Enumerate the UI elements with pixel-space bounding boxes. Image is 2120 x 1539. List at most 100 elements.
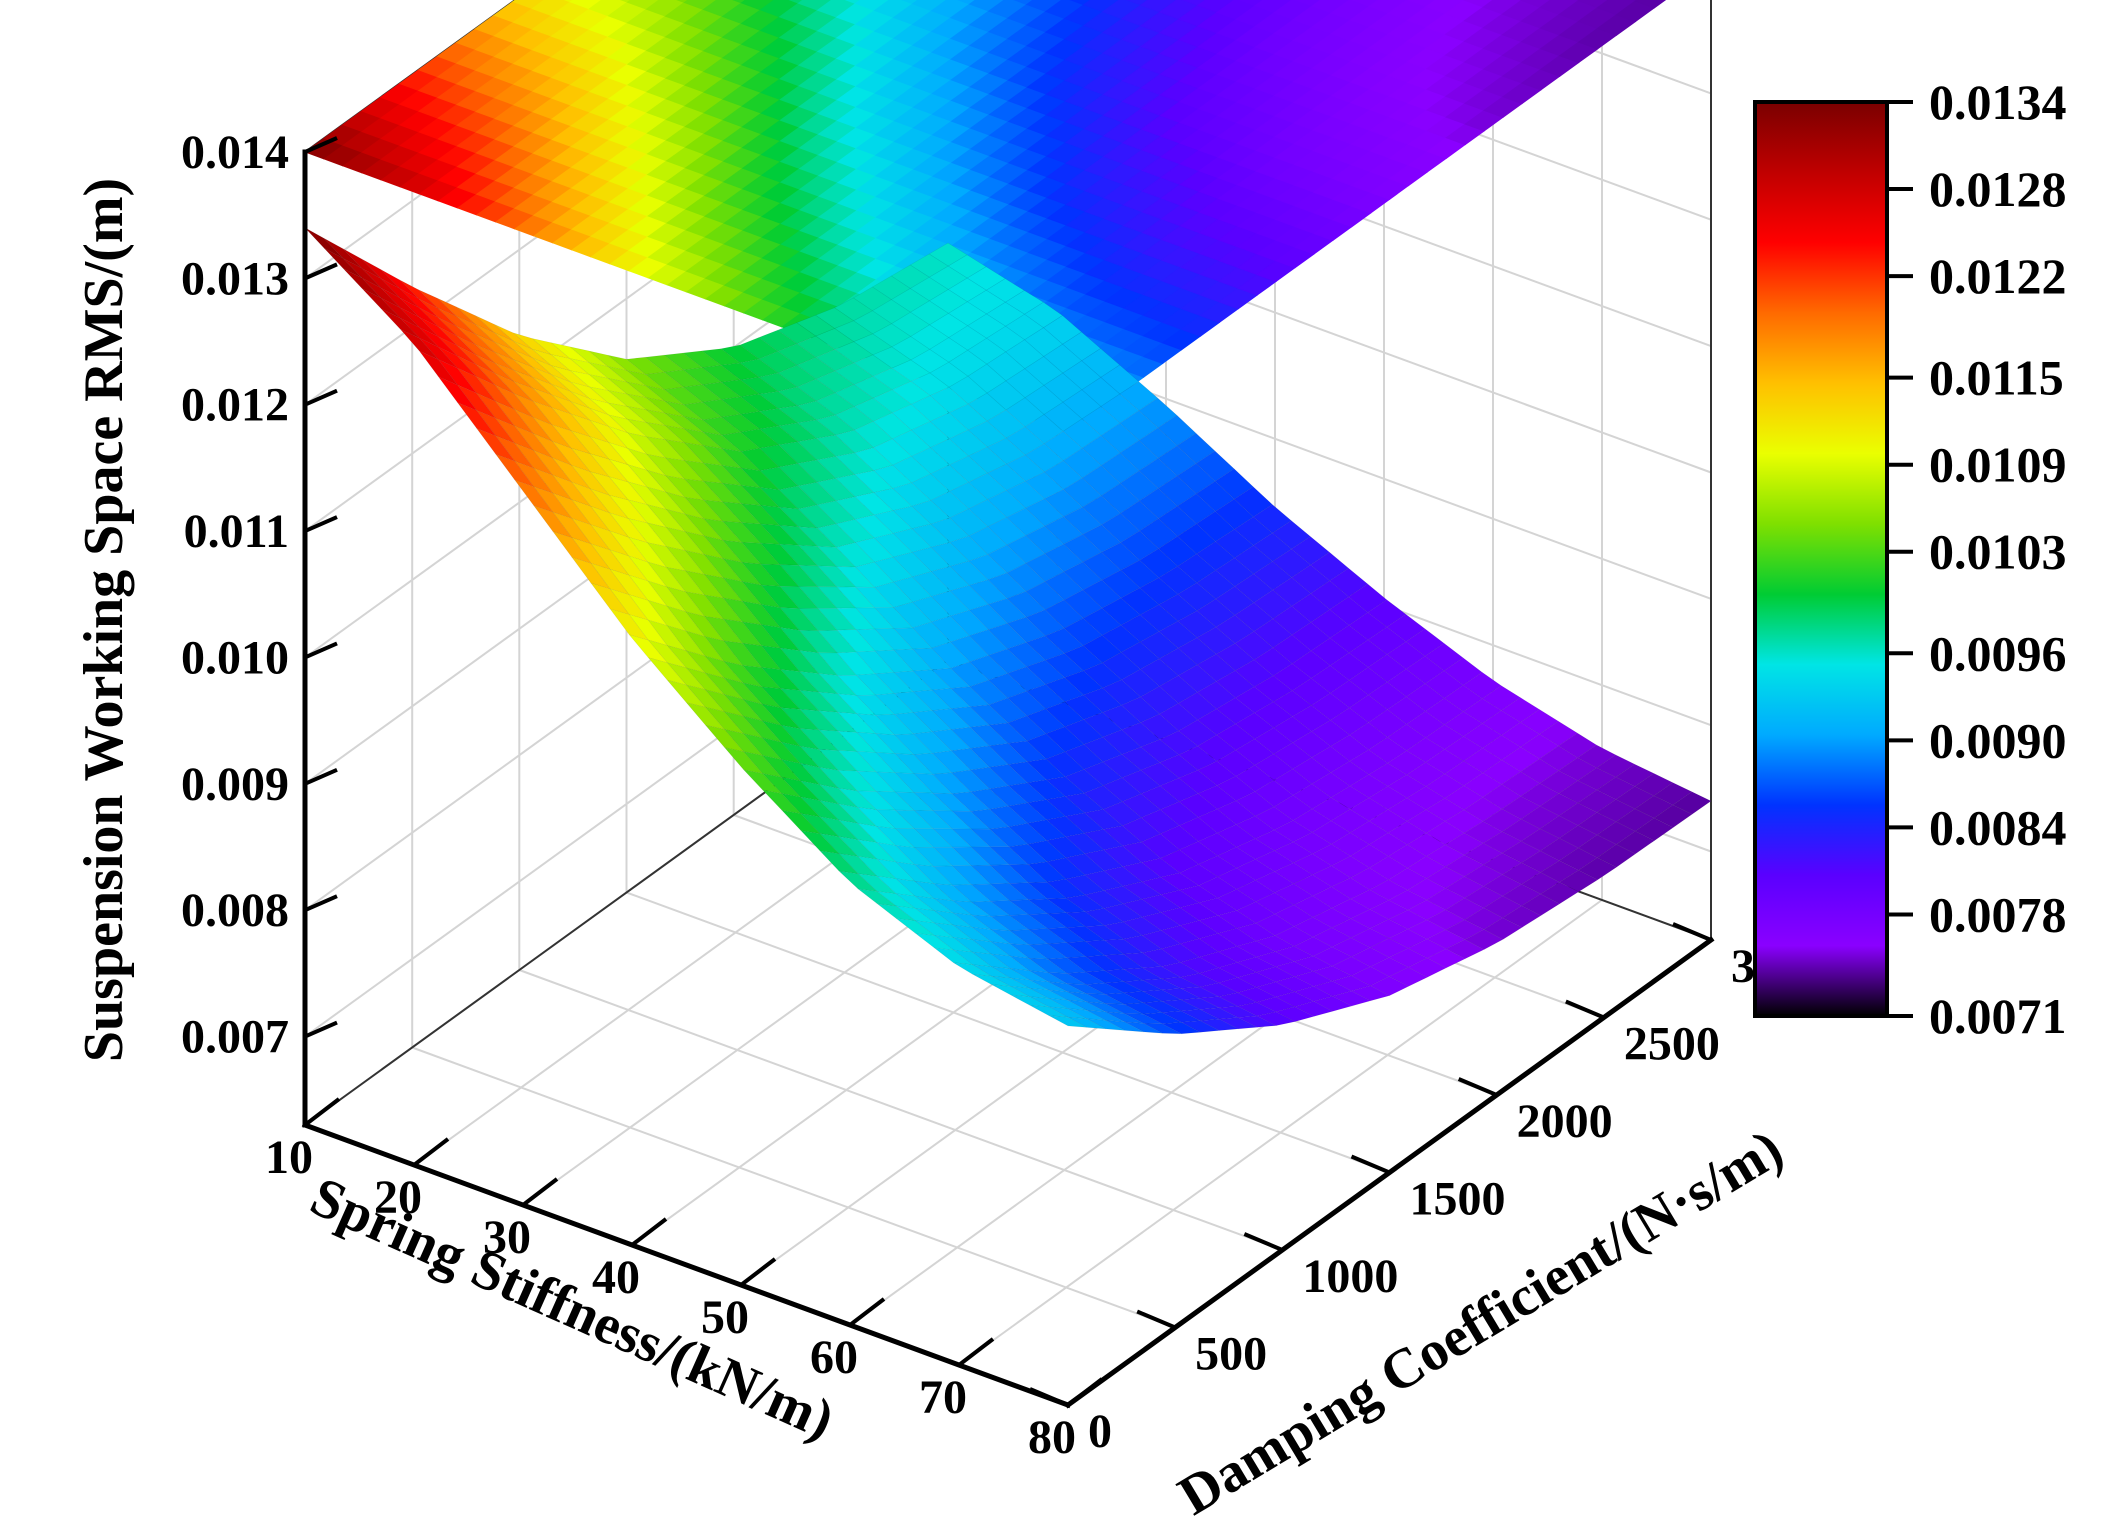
y-tick-label: 0 <box>1088 1405 1112 1458</box>
x-tick <box>521 1177 559 1207</box>
surface-cell <box>1615 830 1655 855</box>
colorbar-tick-label: 0.0090 <box>1929 712 2067 768</box>
surface-cell <box>1180 1020 1221 1033</box>
projection-cell <box>1082 0 1120 13</box>
gridline-floor-y <box>411 1046 1176 1329</box>
projection-cell <box>1520 0 1552 8</box>
projection-cell <box>676 0 689 3</box>
z-tick <box>304 894 338 913</box>
projection-cell <box>683 0 718 10</box>
y-tick-label: 1500 <box>1410 1173 1506 1226</box>
colorbar-tick-label: 0.0071 <box>1929 988 2067 1044</box>
z-tick <box>304 136 338 154</box>
x-tick <box>1066 1377 1104 1407</box>
x-tick <box>303 1097 341 1127</box>
projection-cell <box>1253 0 1293 14</box>
x-tick <box>739 1257 777 1287</box>
surface-cell <box>304 227 344 259</box>
x-tick-label: 80 <box>1028 1411 1076 1464</box>
projection-cell <box>569 0 603 10</box>
x-tick-label: 60 <box>810 1331 858 1384</box>
projection-cell <box>968 0 1005 12</box>
colorbar-tick-label: 0.0096 <box>1929 625 2067 681</box>
colorbar-tick-label: 0.0134 <box>1929 74 2067 130</box>
z-tick <box>304 388 338 407</box>
x-tick-label: 10 <box>265 1131 313 1184</box>
projection-cell <box>844 0 861 4</box>
projection-cell <box>797 0 833 11</box>
projection-cell <box>1139 0 1178 13</box>
gridline-floor-y <box>626 891 1390 1174</box>
x-tick <box>957 1337 995 1367</box>
z-tick <box>304 1020 338 1039</box>
z-tick-label: 0.009 <box>181 758 289 811</box>
axes <box>301 136 1715 1409</box>
x-tick <box>848 1297 886 1327</box>
x-tick-label: 50 <box>701 1291 749 1344</box>
projection-cell <box>1025 0 1063 12</box>
projection-cell <box>854 0 890 11</box>
surface-cell <box>1634 817 1674 842</box>
projection-cell <box>1181 0 1206 6</box>
colorbar-tick-label: 0.0122 <box>1929 248 2067 304</box>
z-tick-label: 0.007 <box>181 1011 289 1064</box>
y-tick <box>1672 922 1712 942</box>
x-tick-label: 20 <box>374 1171 422 1224</box>
projection-cell <box>911 0 948 12</box>
z-tick <box>304 767 338 786</box>
surface-cell <box>1086 1018 1125 1031</box>
surface-mesh <box>304 227 1712 1035</box>
colorbar-tick-label: 0.0103 <box>1929 524 2067 580</box>
z-tick-label: 0.010 <box>181 631 289 684</box>
surface-cell <box>1236 1015 1278 1028</box>
projection-cell <box>1634 0 1667 9</box>
z-tick-label: 0.013 <box>181 252 289 305</box>
z-tick-label: 0.008 <box>181 884 289 937</box>
surface-cell <box>1048 1015 1088 1028</box>
z-tick <box>304 515 338 533</box>
projection-cell <box>620 0 631 3</box>
projection-cell <box>1013 0 1034 5</box>
projection-cell <box>1350 0 1379 7</box>
projection-cell <box>1196 0 1235 13</box>
y-tick <box>1565 999 1605 1020</box>
projection-cell <box>1463 0 1494 8</box>
x-axis-title: Spring Stiffness/(kN/m) <box>302 1165 843 1451</box>
y-tick-label: 1000 <box>1302 1250 1398 1303</box>
surface-cell <box>1218 1017 1259 1030</box>
x-tick-label: 30 <box>483 1211 531 1264</box>
x-axis-line <box>301 1121 1072 1409</box>
colorbar-tick-label: 0.0128 <box>1929 161 2067 217</box>
projection-cell <box>512 0 545 10</box>
y-tick <box>1457 1077 1498 1097</box>
y-tick <box>1136 1309 1176 1330</box>
x-tick <box>412 1137 450 1167</box>
projection-cell <box>1069 0 1091 6</box>
projection-cell <box>1311 0 1350 14</box>
x-tick-label: 40 <box>592 1251 640 1304</box>
z-tick-label: 0.011 <box>184 505 289 558</box>
projection-cell <box>732 0 746 4</box>
z-tick <box>304 641 338 660</box>
projection-cell <box>900 0 919 5</box>
top-contour-projection <box>304 0 1667 433</box>
projection-cell <box>740 0 775 11</box>
y-tick-label: 2000 <box>1517 1095 1613 1148</box>
projection-cell <box>1406 0 1436 8</box>
y-tick <box>1350 1154 1391 1175</box>
colorbar-bar <box>1753 100 1889 1018</box>
surface-cell <box>1143 1023 1182 1035</box>
colorbar-tick-label: 0.0109 <box>1929 437 2067 493</box>
projection-cell <box>1368 0 1408 14</box>
colorbar-tick-label: 0.0078 <box>1929 886 2067 942</box>
gridline-floor-y <box>518 969 1283 1251</box>
projection-cell <box>957 0 976 5</box>
surface-cell <box>1653 804 1693 828</box>
colorbar: 0.0134 0.0128 0.0122 0.0115 0.0109 0.0103 0.00… <box>1753 74 2067 1044</box>
projection-cell <box>1237 0 1264 7</box>
projection-cell <box>1294 0 1321 7</box>
z-tick-label: 0.014 <box>181 126 289 179</box>
z-tick-label: 0.012 <box>181 379 289 432</box>
projection-cell <box>626 0 660 10</box>
